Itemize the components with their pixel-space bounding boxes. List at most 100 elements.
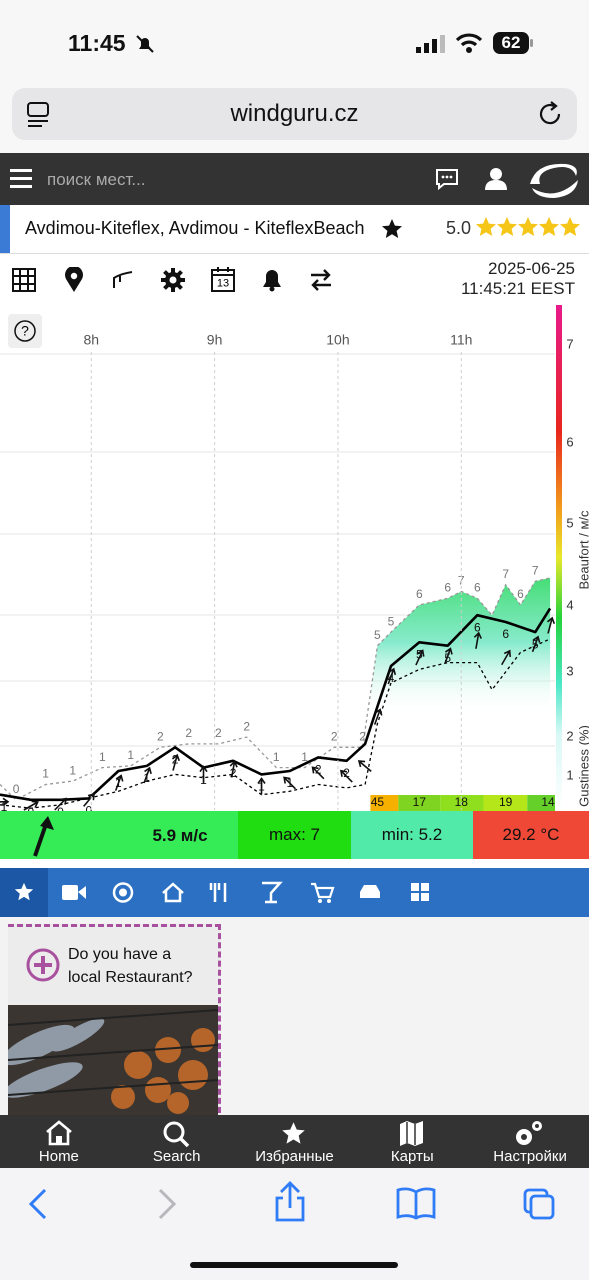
chat-icon-part[interactable] <box>436 169 458 191</box>
graph-icon[interactable] <box>112 270 136 290</box>
nav-icons[interactable] <box>0 1118 589 1148</box>
category-icons-part-part[interactable] <box>411 893 419 901</box>
wind-value-label: 1 <box>115 776 122 790</box>
direction-arrow <box>531 635 541 653</box>
nav-icons-part[interactable] <box>282 1122 305 1144</box>
nav-label[interactable]: Карты <box>390 1148 434 1165</box>
gustiness-label: Gustiness (%) <box>576 725 589 807</box>
nav-icons-part[interactable] <box>400 1121 423 1146</box>
signal-icon-part <box>424 43 429 53</box>
category-icons-part-part[interactable] <box>62 885 78 900</box>
swap-icon-part[interactable] <box>311 269 331 291</box>
category-icons-part[interactable] <box>62 885 86 900</box>
help-circle[interactable] <box>14 320 36 342</box>
nav-label[interactable]: Настройки <box>493 1148 567 1165</box>
reload-icon-part[interactable] <box>550 101 558 111</box>
category-icons-part-part[interactable] <box>411 883 419 891</box>
calendar-icon[interactable]: 13 <box>211 266 235 292</box>
help-button[interactable] <box>8 314 42 348</box>
chat-icon-part[interactable] <box>441 175 445 179</box>
nav-icons-part[interactable] <box>179 1137 190 1148</box>
logo-part[interactable] <box>532 180 578 198</box>
nav-label[interactable]: Search <box>152 1148 201 1165</box>
swap-icon-part-part[interactable] <box>311 269 331 281</box>
category-icons-part[interactable] <box>162 882 184 903</box>
menu-icon-part[interactable] <box>10 169 32 172</box>
swap-icon-part-part[interactable] <box>311 279 331 291</box>
browser-buttons-part[interactable] <box>529 1194 555 1220</box>
category-icons-part-part[interactable] <box>78 886 86 899</box>
add-icon[interactable] <box>25 947 61 983</box>
nav-label[interactable]: Избранные <box>255 1148 334 1165</box>
favorite-star[interactable] <box>380 217 404 241</box>
chat-icon-part[interactable] <box>449 175 453 179</box>
grid-icon-part-part[interactable] <box>12 268 36 292</box>
category-icons-part[interactable] <box>14 882 34 901</box>
bottom-nav: Home Search Избранные Карты Настройки <box>0 1115 589 1168</box>
add-icon-part[interactable] <box>26 948 60 982</box>
direction-arrow <box>473 631 482 649</box>
category-icons-part[interactable] <box>360 885 380 898</box>
wind-value-label: 0 <box>85 804 92 811</box>
browser-buttons-part[interactable] <box>396 1187 436 1220</box>
logo[interactable] <box>526 158 582 200</box>
browser-buttons-part[interactable] <box>28 1188 47 1220</box>
help-text[interactable]: ? <box>21 323 29 339</box>
browser-buttons-part[interactable] <box>275 1181 305 1222</box>
swap-icon[interactable] <box>309 269 333 291</box>
grid-icon-part[interactable] <box>12 268 36 292</box>
reload-icon-part[interactable] <box>539 103 561 125</box>
category-icons-part[interactable] <box>318 899 322 903</box>
nav-label[interactable]: Home <box>38 1148 79 1165</box>
url-bar[interactable] <box>12 88 577 140</box>
plot: 0111122221122556676767100011212112245566… <box>0 563 555 811</box>
category-icons[interactable] <box>0 868 440 917</box>
bell-icon-part[interactable] <box>263 270 281 287</box>
logo-part[interactable] <box>530 163 577 184</box>
category-icons-part[interactable] <box>209 883 227 902</box>
category-icons-part[interactable] <box>311 882 335 899</box>
category-icons-part[interactable] <box>327 899 331 903</box>
category-icons-part[interactable] <box>262 881 283 904</box>
user-icon-part[interactable] <box>485 180 507 190</box>
url-text[interactable]: windguru.cz <box>230 100 359 127</box>
reader-icon[interactable] <box>26 101 52 129</box>
graph-icon-part[interactable] <box>113 271 133 288</box>
category-icons-part-part[interactable] <box>421 893 429 901</box>
calendar-icon-part[interactable] <box>211 269 235 292</box>
menu-icon-part[interactable] <box>10 177 32 180</box>
category-icons-part[interactable] <box>112 882 134 903</box>
menu-icon[interactable] <box>10 167 34 191</box>
category-icons-part[interactable] <box>411 883 429 901</box>
category-icons-part-part[interactable] <box>421 883 429 891</box>
nav-icons-part[interactable] <box>535 1124 539 1128</box>
map-pin-icon-part[interactable] <box>65 267 83 292</box>
ad-line[interactable]: local Restaurant? <box>68 969 193 986</box>
settings-icon[interactable] <box>161 268 185 292</box>
gust-value-label: 1 <box>301 750 308 764</box>
user-icon-part[interactable] <box>490 168 502 180</box>
category-icons-part[interactable] <box>119 888 127 897</box>
browser-buttons-part[interactable] <box>158 1188 177 1220</box>
favorite-star-part[interactable] <box>382 219 402 238</box>
map-pin-icon[interactable] <box>63 267 85 293</box>
nav-icons-part[interactable] <box>163 1121 185 1143</box>
chat-icon-part[interactable] <box>445 175 449 179</box>
hour-label: 8h <box>83 332 99 348</box>
reload-icon[interactable] <box>537 100 565 128</box>
settings-icon-part[interactable] <box>169 276 177 284</box>
bell-icon-part[interactable] <box>269 286 275 292</box>
map-pin-icon-part[interactable] <box>70 272 78 280</box>
chat-icon[interactable] <box>435 167 459 191</box>
bell-icon[interactable] <box>261 267 283 293</box>
reader-icon-part[interactable] <box>27 102 49 117</box>
spot-name[interactable]: Avdimou-Kiteflex, Avdimou - KiteflexBeac… <box>25 218 365 238</box>
grid-icon[interactable] <box>12 268 36 292</box>
menu-icon-part[interactable] <box>10 185 32 188</box>
user-icon[interactable] <box>484 166 508 192</box>
ad-line[interactable]: Do you have a <box>68 946 172 963</box>
search-input[interactable]: поиск мест... <box>47 170 146 189</box>
nav-icons-part[interactable] <box>521 1134 527 1140</box>
nav-icons-part[interactable] <box>56 1136 62 1144</box>
browser-buttons[interactable] <box>0 1180 589 1230</box>
